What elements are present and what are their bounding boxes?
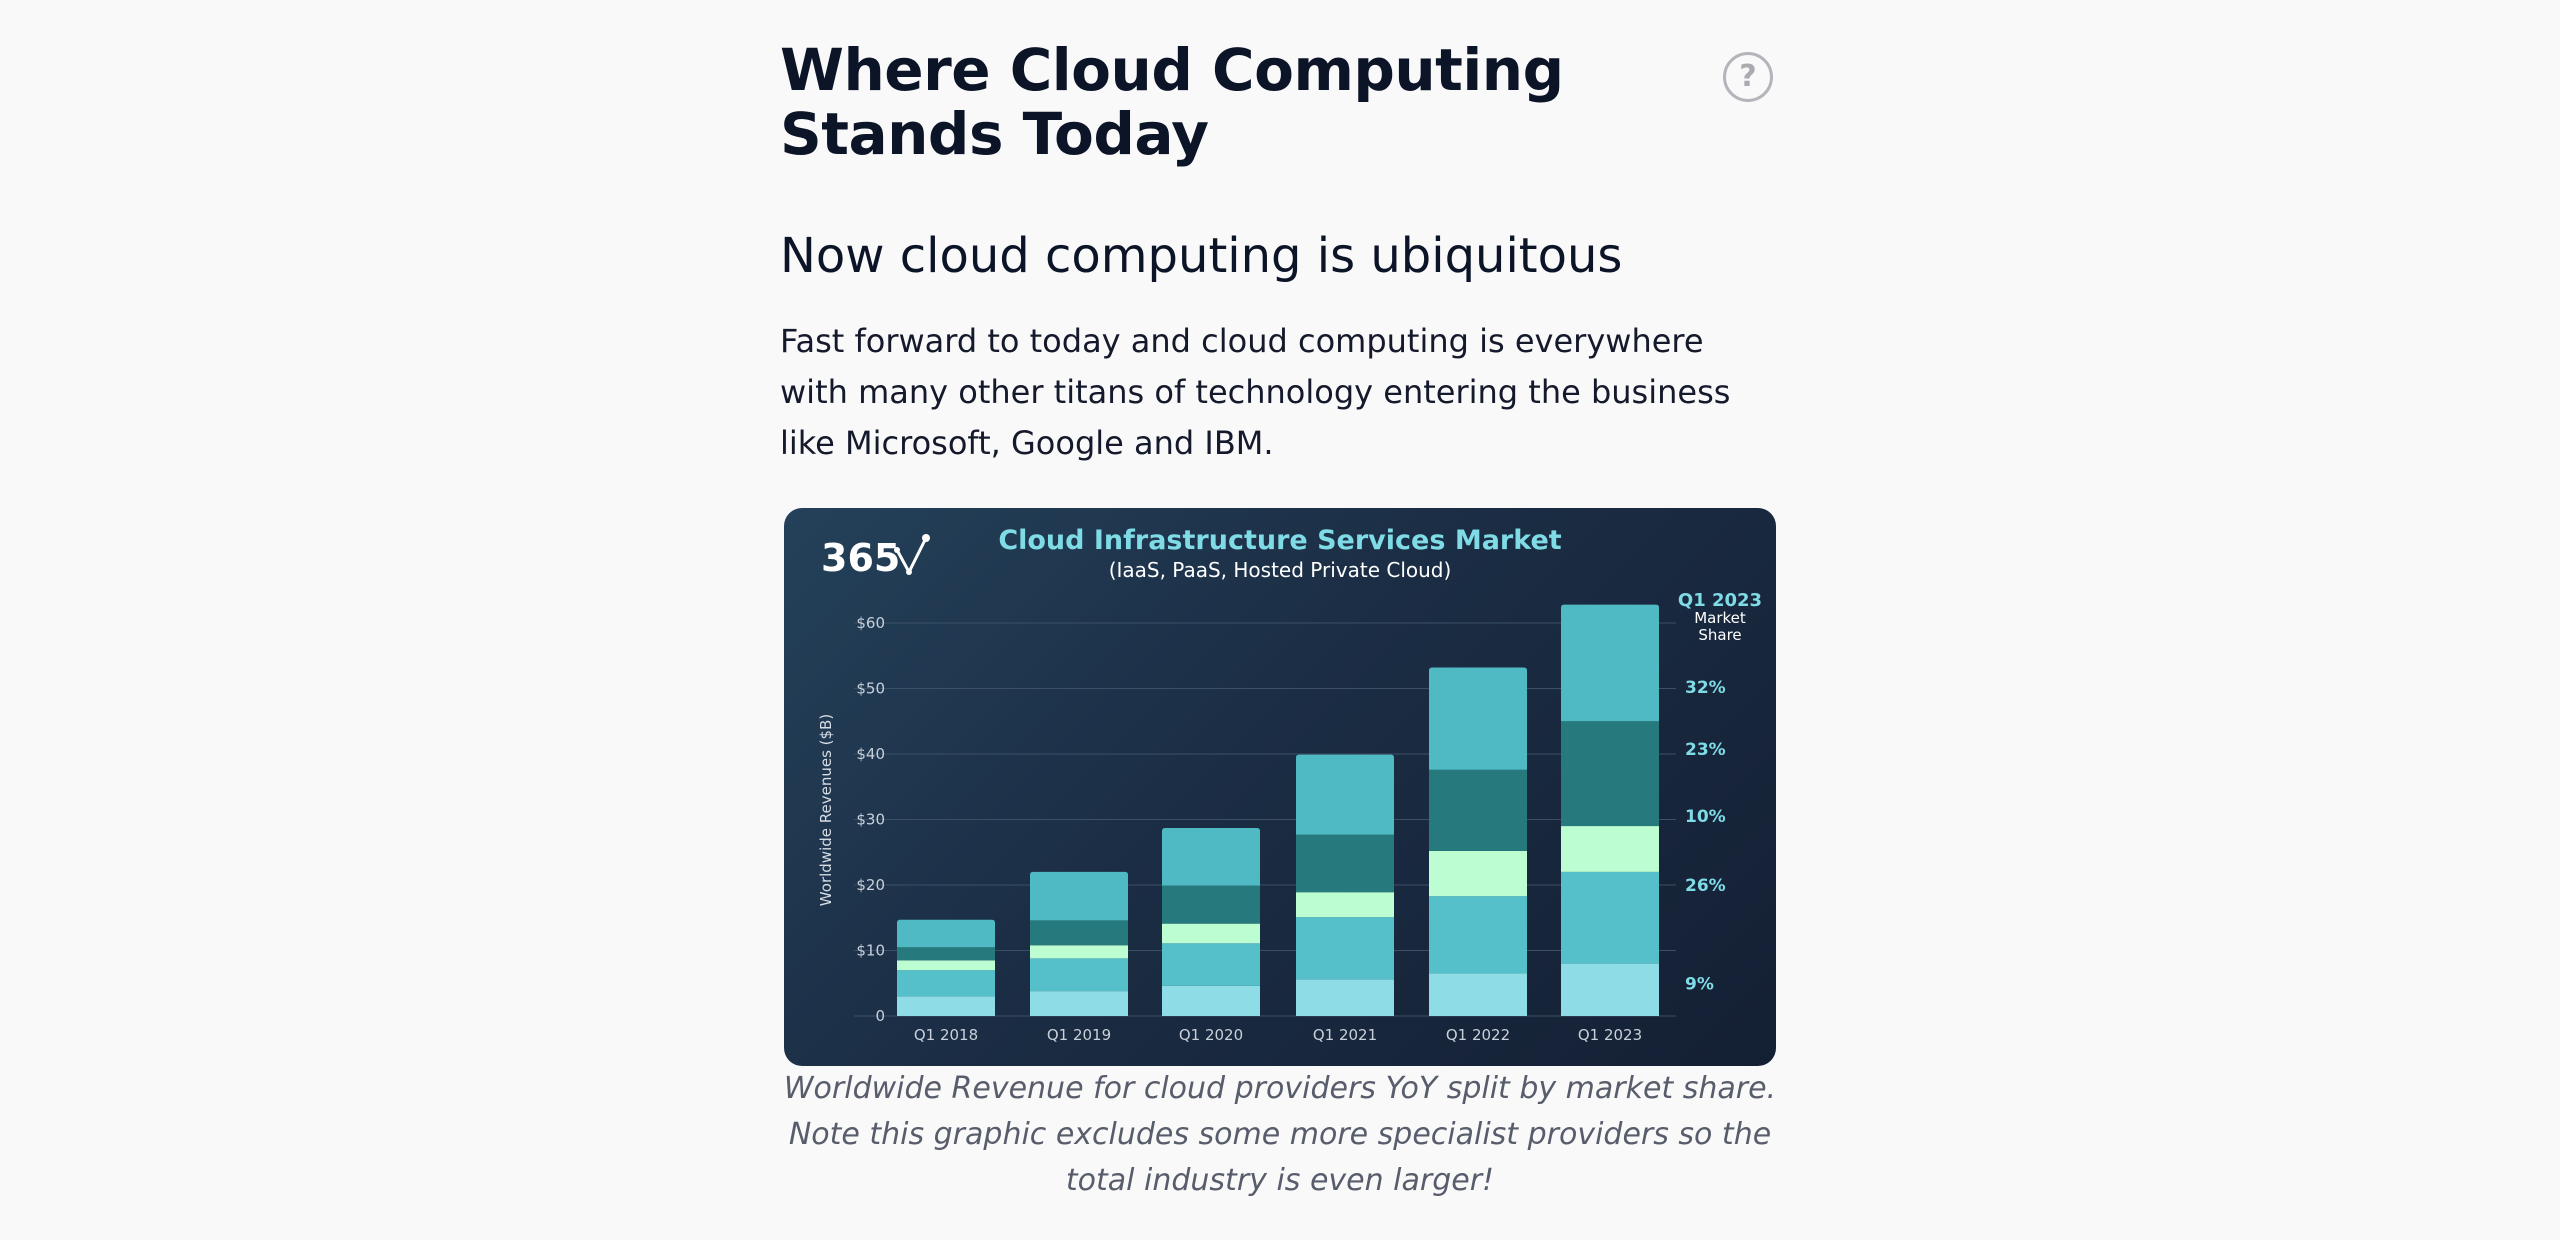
y-tick-label: $60 [856, 614, 885, 632]
bar-segment [897, 919, 995, 948]
bar-segment [1561, 871, 1659, 964]
y-tick-label: $20 [856, 876, 885, 894]
bar-segment [1296, 754, 1394, 835]
x-tick-label: Q1 2020 [1179, 1026, 1243, 1044]
bar-segment [1296, 834, 1394, 893]
bar-segment [897, 970, 995, 997]
bar-segment [1561, 963, 1659, 1016]
bar-segment [1162, 943, 1260, 986]
bar-segment [1296, 892, 1394, 918]
bar-segment [1429, 667, 1527, 770]
bar-segment [1561, 604, 1659, 722]
bar-segment [1296, 979, 1394, 1016]
bar-segment [1030, 991, 1128, 1016]
bar-segment [1429, 896, 1527, 974]
bar-segment [1030, 871, 1128, 921]
bar-segment [1030, 958, 1128, 992]
y-tick-label: 0 [875, 1007, 885, 1025]
bar-segment [1162, 828, 1260, 886]
chart-figure: 365 Cloud Infrastructure Services Market… [784, 508, 1776, 1066]
market-share-header: Q1 2023 [1678, 590, 1762, 611]
bar-segment [1030, 920, 1128, 946]
bar-segment [1162, 923, 1260, 944]
y-tick-label: $30 [856, 811, 885, 829]
x-tick-label: Q1 2023 [1578, 1026, 1642, 1044]
stacked-bar-chart: 365 Cloud Infrastructure Services Market… [817, 525, 1762, 1044]
market-share-label: 32% [1685, 678, 1726, 698]
bar-segment [1162, 985, 1260, 1016]
market-share-label: 10% [1685, 807, 1726, 827]
logo-text: 365 [821, 536, 900, 580]
body-paragraph: Fast forward to today and cloud computin… [780, 322, 1731, 462]
bar-segment [897, 960, 995, 971]
x-tick-label: Q1 2021 [1313, 1026, 1377, 1044]
365-logo-icon [894, 534, 930, 576]
market-share-label: 26% [1685, 876, 1726, 896]
bar-segment [1561, 826, 1659, 872]
chart-subtitle: (IaaS, PaaS, Hosted Private Cloud) [1109, 558, 1452, 582]
bar-segment [897, 996, 995, 1016]
question-circle-icon[interactable]: ? [1723, 52, 1773, 102]
y-axis-label: Worldwide Revenues ($B) [817, 714, 835, 906]
figure-caption: Worldwide Revenue for cloud providers Yo… [783, 1071, 1777, 1198]
x-tick-label: Q1 2022 [1446, 1026, 1510, 1044]
bar-segment [1561, 721, 1659, 827]
bar-segment [897, 947, 995, 961]
bar-segment [1296, 917, 1394, 980]
market-share-label: 9% [1685, 974, 1714, 994]
y-tick-label: $50 [856, 680, 885, 698]
x-tick-label: Q1 2018 [914, 1026, 978, 1044]
market-share-header: Market [1694, 609, 1746, 627]
section-heading: Now cloud computing is ubiquitous [780, 228, 1623, 284]
market-share-header: Share [1698, 626, 1741, 644]
bar-segment [1162, 885, 1260, 924]
x-tick-label: Q1 2019 [1047, 1026, 1111, 1044]
page-title: Where Cloud Computing Stands Today [780, 36, 1564, 168]
bar-segment [1429, 769, 1527, 851]
bar-segment [1429, 973, 1527, 1016]
market-share-label: 23% [1685, 740, 1726, 760]
chart-title: Cloud Infrastructure Services Market [998, 525, 1561, 556]
y-tick-label: $10 [856, 942, 885, 960]
y-tick-label: $40 [856, 745, 885, 763]
bar-segment [1429, 850, 1527, 897]
bar-segment [1030, 945, 1128, 959]
